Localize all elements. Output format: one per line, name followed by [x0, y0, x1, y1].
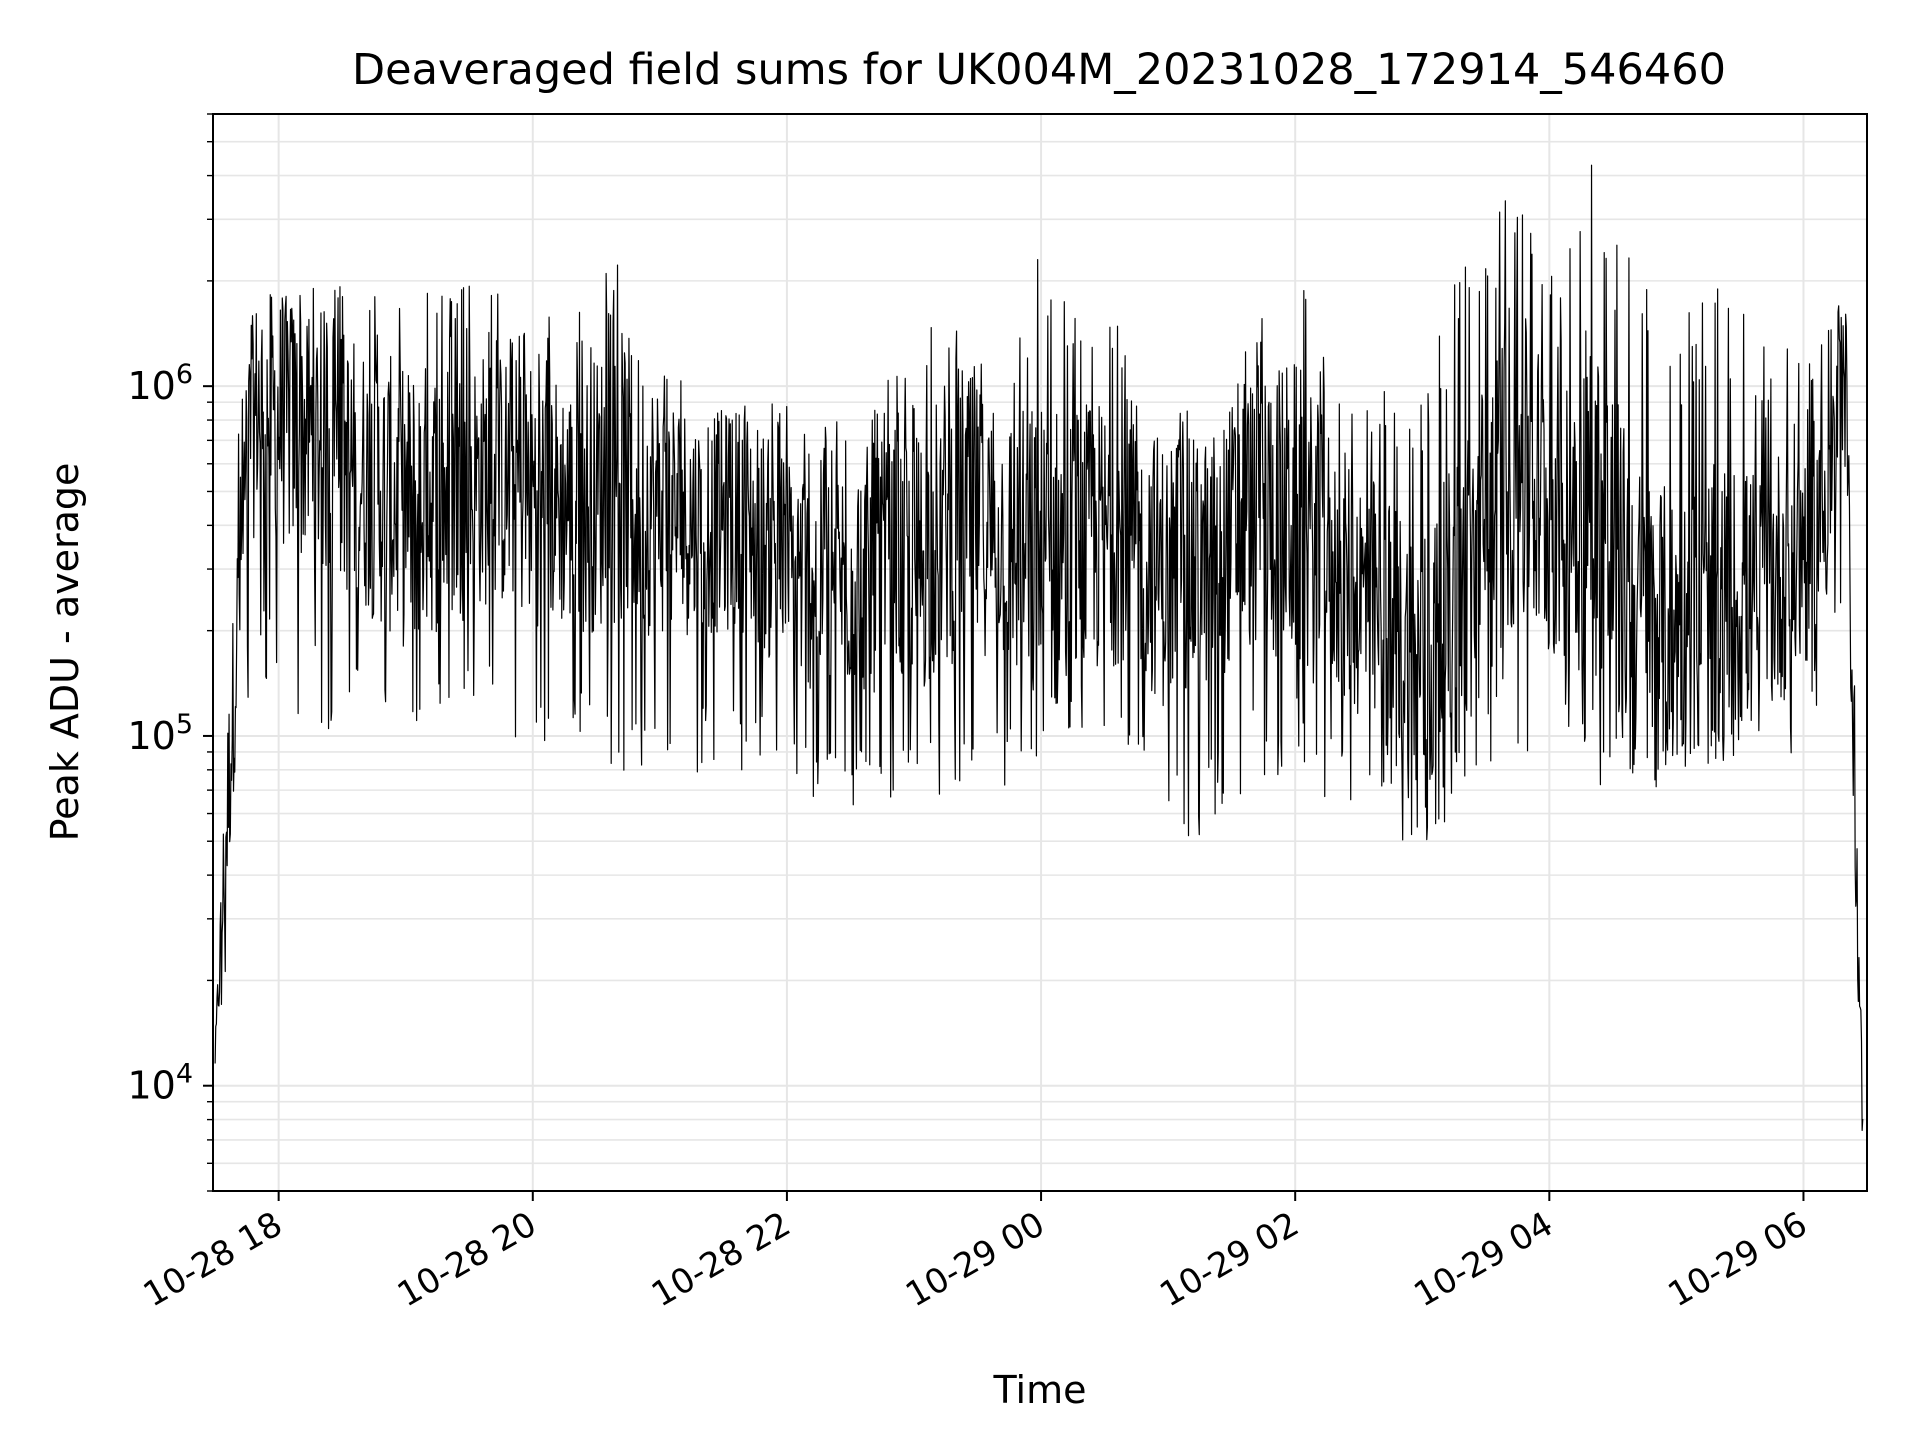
x-tick-label: 10-28 22: [645, 1204, 797, 1315]
x-tick-label: 10-28 20: [391, 1204, 543, 1315]
series-line: [214, 164, 1864, 1132]
x-tick-label: 10-28 18: [137, 1204, 289, 1315]
y-tick-label: 105: [127, 709, 193, 758]
y-tick-label: 104: [127, 1059, 193, 1108]
x-axis-label: Time: [993, 1368, 1087, 1412]
x-tick-label: 10-29 00: [899, 1204, 1051, 1315]
chart-title: Deaveraged field sums for UK004M_2023102…: [352, 45, 1726, 95]
x-tick-label: 10-29 06: [1662, 1204, 1814, 1315]
plot-frame: [212, 113, 1868, 1192]
y-axis-label: Peak ADU - average: [43, 463, 87, 842]
x-tick-label: 10-29 02: [1153, 1204, 1305, 1315]
ticks: 10-28 18 10-28 20 10-28 22 10-29 00 10-29 02…: [127, 113, 1814, 1315]
y-tick-label: 106: [127, 359, 193, 408]
series: [214, 164, 1864, 1132]
x-tick-label: 10-29 04: [1407, 1204, 1559, 1315]
